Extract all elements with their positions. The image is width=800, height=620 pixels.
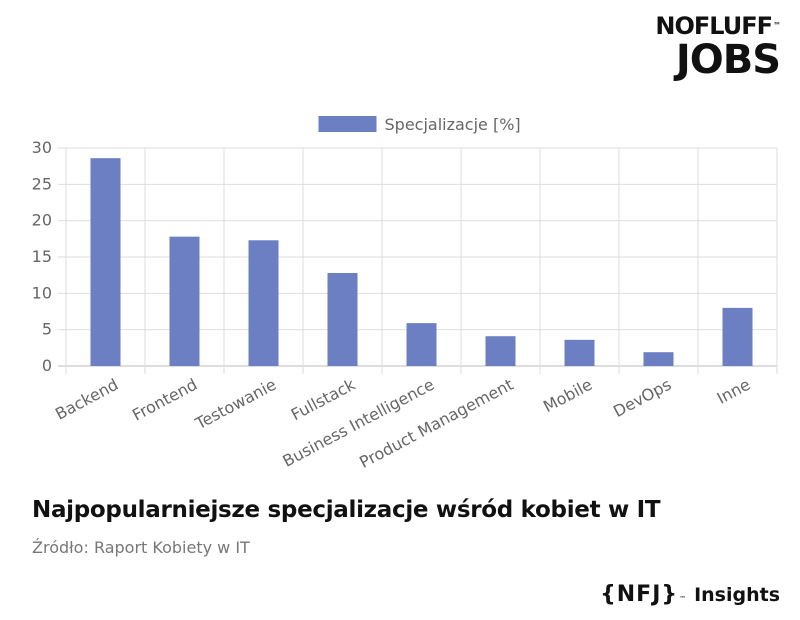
bar-inne bbox=[722, 307, 753, 366]
logo-trademark: ™ bbox=[773, 21, 781, 30]
logo-line1: NOFLUFF bbox=[655, 12, 773, 40]
chart-bars bbox=[90, 158, 753, 366]
bar-business-intelligence bbox=[406, 323, 437, 366]
x-tick-label: Backend bbox=[52, 375, 121, 424]
y-tick-label: 10 bbox=[32, 283, 52, 302]
y-tick-label: 5 bbox=[42, 320, 52, 339]
x-tick-label: Testowanie bbox=[191, 375, 279, 434]
bar-mobile bbox=[564, 339, 595, 366]
bar-frontend bbox=[169, 236, 200, 366]
chart-caption-source: Źródło: Raport Kobiety w IT bbox=[32, 538, 250, 557]
legend-swatch bbox=[318, 116, 377, 132]
logo-line2: JOBS bbox=[675, 37, 781, 83]
y-tick-label: 30 bbox=[32, 138, 52, 157]
y-tick-label: 15 bbox=[32, 247, 52, 266]
legend-label: Specjalizacje [%] bbox=[385, 115, 521, 134]
bar-devops bbox=[643, 352, 674, 366]
bar-product-management bbox=[485, 336, 516, 366]
bar-testowanie bbox=[248, 240, 279, 366]
insights-word: Insights bbox=[694, 584, 780, 606]
bar-backend bbox=[90, 158, 121, 366]
x-tick-label: Mobile bbox=[540, 375, 595, 416]
y-tick-label: 25 bbox=[32, 174, 52, 193]
x-tick-label: DevOps bbox=[610, 375, 674, 421]
x-tick-label: Frontend bbox=[129, 375, 200, 425]
y-tick-label: 20 bbox=[32, 211, 52, 230]
chart-grid bbox=[58, 147, 778, 374]
chart-legend: Specjalizacje [%] bbox=[318, 115, 521, 134]
x-tick-label: Product Management bbox=[356, 375, 516, 472]
nfj-brand: {NFJ} bbox=[600, 582, 679, 607]
x-tick-label: Inne bbox=[714, 375, 754, 408]
nfj-trademark: ™ bbox=[679, 595, 687, 603]
y-tick-label: 0 bbox=[42, 356, 52, 375]
nofluffjobs-logo: NOFLUFF™ JOBS bbox=[655, 12, 781, 83]
nfj-insights-logo: {NFJ} ™ Insights bbox=[600, 582, 780, 607]
bar-fullstack bbox=[327, 272, 358, 366]
chart-caption-title: Najpopularniejsze specjalizacje wśród ko… bbox=[32, 497, 661, 523]
